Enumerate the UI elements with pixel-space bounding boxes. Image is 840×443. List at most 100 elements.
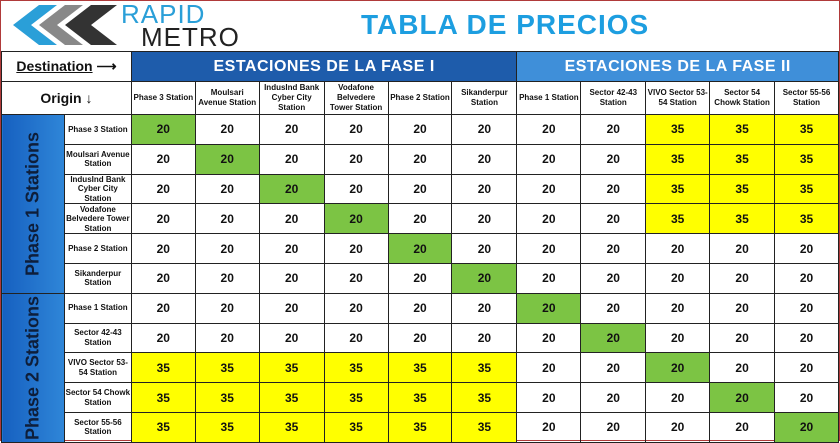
fare-cell: 20 [387, 233, 453, 264]
fare-cell: 20 [516, 382, 582, 413]
fare-cell: 35 [709, 143, 776, 175]
fare-cell: 20 [387, 203, 453, 235]
table-row: Phase 2 Station 20 20 20 20 20 20 20 20 20 20 20 [2, 233, 839, 264]
table-row: Vodafone Belvedere Tower Station 20 20 20 20… [2, 203, 839, 235]
fare-cell: 20 [323, 262, 389, 294]
table-row: Phase 1 Stations Phase 3 Station 20 20 20 20 2… [1, 114, 839, 294]
origin-station-label: Sikanderpur Station [63, 262, 132, 294]
fare-cell: 35 [645, 114, 711, 145]
fare-cell: 20 [130, 203, 196, 235]
fare-cell: 20 [774, 322, 839, 354]
table-row: Moulsari Avenue Station 20 20 20 20 20 20 20 20 3… [2, 143, 839, 175]
origin-text: Origin [40, 90, 82, 106]
fare-cell: 20 [387, 292, 453, 324]
fare-cell: 35 [194, 382, 260, 413]
fare-cell: 20 [645, 262, 711, 294]
fare-cell: 35 [451, 352, 518, 384]
fare-cell: 20 [130, 262, 196, 294]
origin-station-label: Phase 3 Station [63, 114, 132, 145]
fare-cell: 20 [387, 173, 453, 205]
fare-cell: 20 [516, 292, 582, 324]
fare-cell: 20 [194, 233, 260, 264]
arrow-right-icon: ⟶ [96, 58, 117, 74]
fare-cell: 20 [709, 292, 776, 324]
fare-cell: 35 [774, 203, 839, 235]
fare-cell: 35 [774, 143, 839, 175]
fare-cell: 20 [194, 322, 260, 354]
fare-cell: 35 [130, 352, 196, 384]
table-row: Sector 55-56 Station 35 35 35 35 35 35 20 20 20 20… [2, 411, 839, 443]
fare-cell: 20 [387, 114, 453, 145]
origin-station-label: Sector 54 Chowk Station [63, 382, 132, 413]
origin-station-label: Phase 1 Station [63, 292, 132, 324]
destination-station-header: VIVO Sector 53-54 Station [645, 81, 711, 115]
destination-station-header: IndusInd Bank Cyber City Station [258, 81, 325, 115]
fare-cell: 20 [645, 322, 711, 354]
fare-cell: 20 [258, 262, 325, 294]
fare-cell: 20 [709, 233, 776, 264]
fare-cell: 20 [323, 292, 389, 324]
fare-cell: 20 [580, 203, 647, 235]
fare-cell: 20 [323, 114, 389, 145]
fare-cell: 35 [645, 173, 711, 205]
table-row: Sector 42-43 Station 20 20 20 20 20 20 20 20 20 20… [2, 322, 839, 354]
origin-station-label: Phase 2 Station [63, 233, 132, 264]
fare-cell: 35 [194, 411, 260, 443]
origin-label: Origin ↓ [1, 81, 132, 115]
fare-cell: 20 [323, 173, 389, 205]
fare-cell: 35 [774, 114, 839, 145]
fare-cell: 20 [774, 352, 839, 384]
fare-cell: 20 [709, 262, 776, 294]
fare-cell: 20 [387, 262, 453, 294]
fare-cell: 20 [258, 322, 325, 354]
fare-cell: 20 [580, 114, 647, 145]
destination-station-header: Sikanderpur Station [451, 81, 518, 115]
fare-cell: 35 [645, 143, 711, 175]
fare-cell: 20 [323, 322, 389, 354]
table-row: Sector 54 Chowk Station 35 35 35 35 35 35 20 20 2… [2, 382, 839, 413]
fare-cell: 20 [709, 411, 776, 443]
fare-cell: 20 [580, 173, 647, 205]
destination-station-header: Phase 2 Station [387, 81, 453, 115]
destination-station-header: Sector 55-56 Station [774, 81, 839, 115]
fare-cell: 35 [387, 411, 453, 443]
fare-cell: 20 [130, 322, 196, 354]
fare-cell: 35 [194, 352, 260, 384]
fare-cell: 35 [645, 203, 711, 235]
fare-cell: 20 [709, 322, 776, 354]
page-title: TABLA DE PRECIOS [361, 9, 650, 40]
fare-cell: 35 [323, 411, 389, 443]
destination-station-header: Phase 3 Station [130, 81, 196, 115]
fare-cell: 20 [387, 143, 453, 175]
fare-cell: 20 [451, 292, 518, 324]
fare-cell: 20 [451, 203, 518, 235]
fare-table: Destination ⟶ ESTACIONES DE LA FASE I ES… [1, 51, 839, 443]
fare-cell: 35 [774, 173, 839, 205]
destination-text: Destination [16, 58, 93, 74]
fare-cell: 20 [451, 322, 518, 354]
fare-cell: 20 [645, 352, 711, 384]
fare-cell: 35 [709, 203, 776, 235]
arrow-down-icon: ↓ [85, 90, 93, 106]
fare-cell: 35 [387, 382, 453, 413]
destination-station-header: Phase 1 Station [516, 81, 582, 115]
fare-cell: 20 [774, 382, 839, 413]
fare-cell: 20 [194, 203, 260, 235]
phase1-header: ESTACIONES DE LA FASE I [130, 51, 518, 82]
fare-cell: 20 [580, 292, 647, 324]
fare-cell: 20 [516, 203, 582, 235]
fare-cell: 20 [130, 143, 196, 175]
fare-cell: 20 [323, 203, 389, 235]
chevron-logo-icon [13, 5, 117, 45]
fare-cell: 35 [258, 382, 325, 413]
fare-cell: 20 [516, 411, 582, 443]
fare-cell: 35 [387, 352, 453, 384]
fare-cell: 20 [709, 382, 776, 413]
table-row: VIVO Sector 53-54 Station 35 35 35 35 35 35 20 2… [2, 352, 839, 384]
logo-metro: METRO [141, 22, 240, 52]
fare-cell: 20 [516, 143, 582, 175]
origin-station-label: Vodafone Belvedere Tower Station [63, 203, 132, 235]
fare-cell: 20 [580, 233, 647, 264]
origin-station-label: IndusInd Bank Cyber City Station [63, 173, 132, 205]
fare-cell: 20 [323, 233, 389, 264]
